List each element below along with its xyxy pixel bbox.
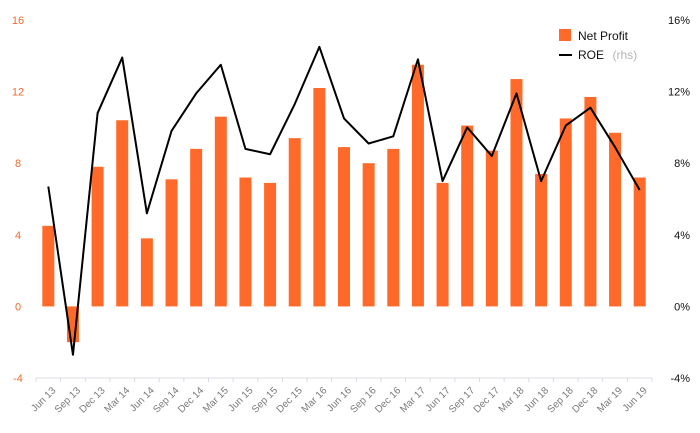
bar-mar-17 xyxy=(411,64,424,307)
right-axis-tick-label: 4% xyxy=(674,230,690,242)
x-tick-label: Mar 16 xyxy=(300,385,330,415)
legend-label-roe: ROE (rhs) xyxy=(578,46,637,63)
bar-jun-16 xyxy=(338,147,350,307)
x-tick-label: Dec 17 xyxy=(472,385,502,415)
bar-jun-13 xyxy=(42,225,55,307)
x-tick-label: Dec 13 xyxy=(77,385,107,415)
bar-jun-15 xyxy=(239,177,252,307)
bar-dec-17 xyxy=(485,150,498,307)
x-tick-label: Sep 13 xyxy=(53,385,83,415)
bar-jun-18 xyxy=(535,173,548,307)
legend-label-roe-name: ROE xyxy=(578,48,604,62)
bar-sep-14 xyxy=(165,179,178,307)
right-axis-tick-label: 16% xyxy=(668,15,690,27)
x-tick-label: Sep 14 xyxy=(151,385,181,415)
x-tick-label: Mar 17 xyxy=(398,385,428,415)
bar-mar-19 xyxy=(609,132,622,307)
right-axis-tick-label: 8% xyxy=(674,158,690,170)
left-axis-tick-label: 16 xyxy=(12,15,24,27)
x-tick-label: Dec 14 xyxy=(176,385,206,415)
bar-dec-16 xyxy=(387,148,400,307)
bar-jun-19 xyxy=(633,177,646,307)
left-axis-tick-label: 0 xyxy=(15,301,21,313)
legend-label-roe-suffix: (rhs) xyxy=(612,48,637,62)
x-tick-label: Dec 15 xyxy=(275,385,305,415)
x-tick-label: Sep 16 xyxy=(349,385,379,415)
left-axis-ticks: -4 0 4 8 12 16 xyxy=(12,15,24,385)
bar-dec-15 xyxy=(288,138,301,307)
left-axis-tick-label: 4 xyxy=(15,230,21,242)
bar-jun-17 xyxy=(436,182,449,307)
left-axis-tick-label: -4 xyxy=(13,373,23,385)
x-tick-label: Sep 17 xyxy=(447,385,477,415)
bar-sep-15 xyxy=(264,182,277,307)
x-tick-label: Mar 14 xyxy=(103,385,133,415)
x-tick-label: Mar 15 xyxy=(201,385,231,415)
bar-sep-16 xyxy=(362,163,375,307)
right-axis-tick-label: -4% xyxy=(670,373,690,385)
left-axis-tick-label: 8 xyxy=(15,158,21,170)
right-axis-tick-label: 12% xyxy=(668,87,690,99)
legend-swatch-net-profit xyxy=(559,29,571,41)
bar-jun-14 xyxy=(140,238,153,307)
bar-sep-17 xyxy=(461,125,474,307)
bar-dec-14 xyxy=(190,148,203,307)
x-tick-label: Mar 19 xyxy=(595,385,625,415)
x-tick-label: Dec 16 xyxy=(373,385,403,415)
right-axis-ticks: -4% 0% 4% 8% 12% 16% xyxy=(668,15,690,385)
x-tick-label: Dec 18 xyxy=(570,385,600,415)
roe-line xyxy=(47,45,641,356)
left-axis-tick-label: 12 xyxy=(12,87,24,99)
bar-mar-18 xyxy=(510,79,523,307)
bar-mar-16 xyxy=(313,88,326,307)
legend-label-net-profit: Net Profit xyxy=(578,29,629,43)
legend: Net Profit ROE (rhs) xyxy=(559,29,637,63)
right-axis-tick-label: 0% xyxy=(674,301,690,313)
bar-dec-13 xyxy=(91,166,104,307)
bar-mar-15 xyxy=(214,116,227,307)
x-tick-label: Sep 18 xyxy=(546,385,576,415)
x-tick-label: Mar 18 xyxy=(497,385,527,415)
bar-mar-14 xyxy=(116,120,129,307)
net-profit-bars xyxy=(42,64,646,343)
bar-dec-18 xyxy=(584,96,597,307)
bar-sep-18 xyxy=(559,118,572,307)
x-tick-label: Jun 19 xyxy=(621,385,650,414)
x-tick-label: Sep 15 xyxy=(250,385,280,415)
